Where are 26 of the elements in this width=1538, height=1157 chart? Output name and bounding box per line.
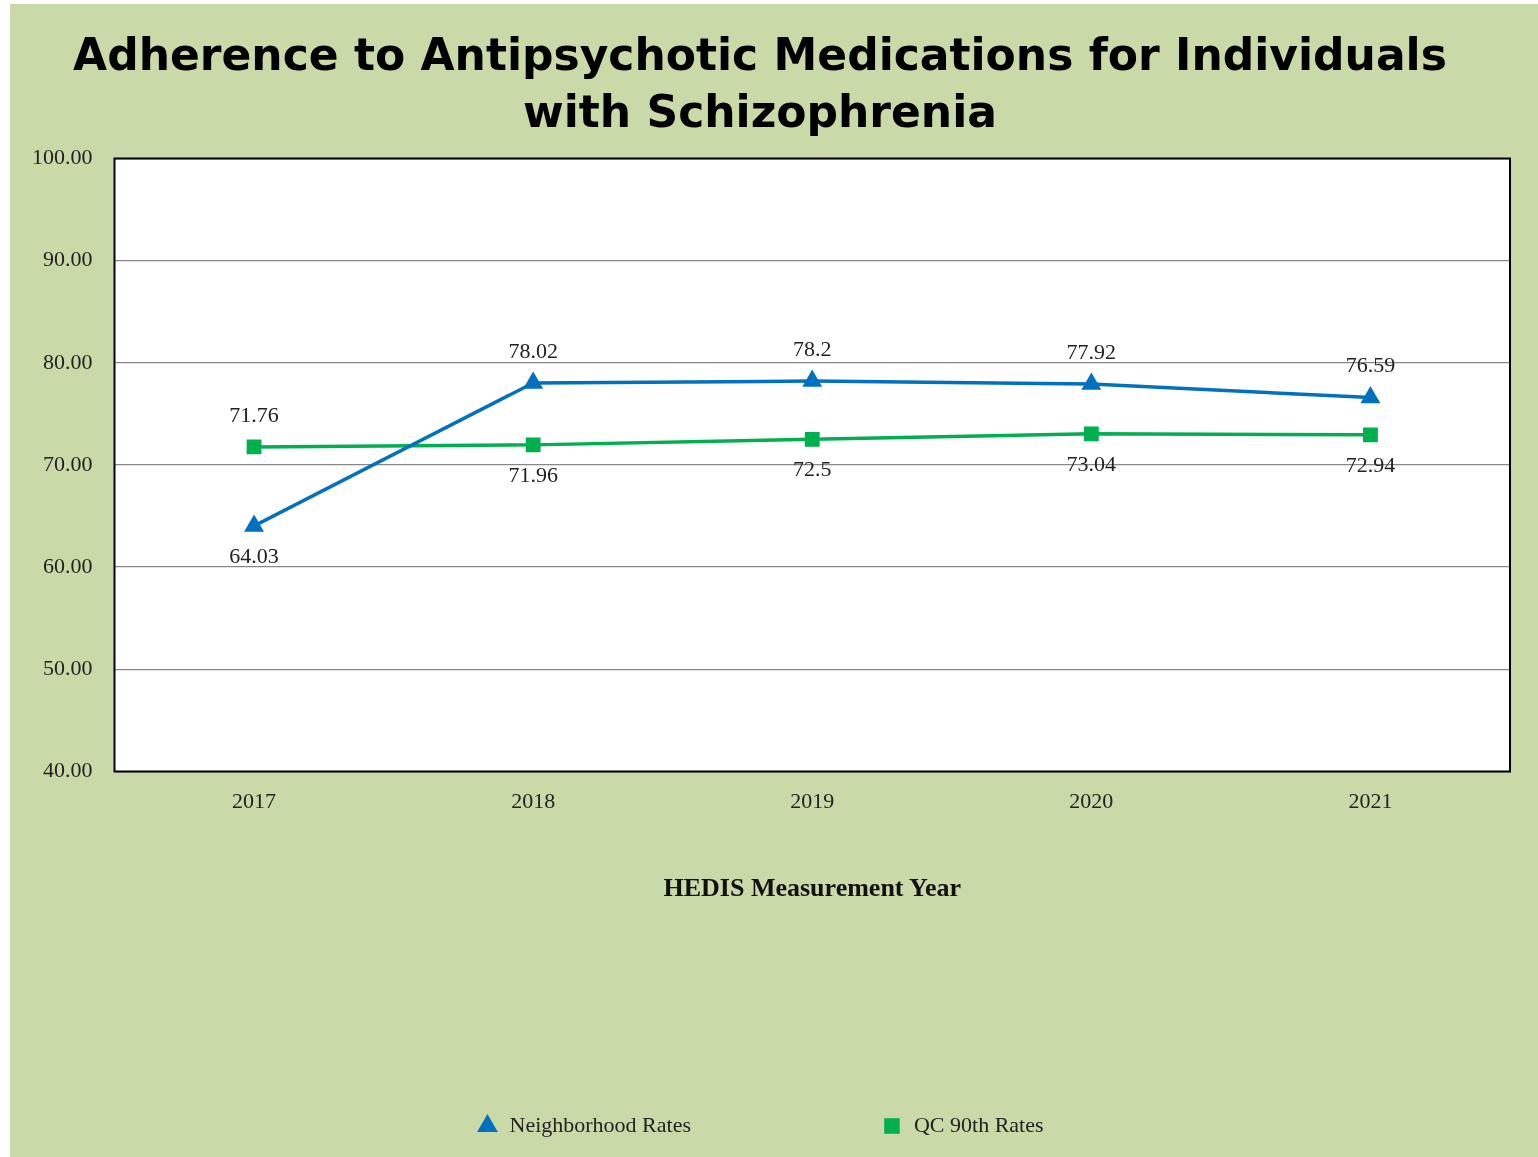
x-axis-title: HEDIS Measurement Year xyxy=(663,873,962,903)
data-label: 73.04 xyxy=(1066,450,1117,476)
data-label: 71.76 xyxy=(229,401,279,427)
data-label: 78.02 xyxy=(508,337,558,363)
y-tick-label: 50.00 xyxy=(43,655,93,681)
x-tick-label: 2017 xyxy=(232,788,277,814)
y-tick-label: 40.00 xyxy=(43,757,93,783)
data-label: 72.94 xyxy=(1345,451,1396,477)
legend-label: QC 90th Rates xyxy=(913,1111,1044,1137)
legend-label: Neighborhood Rates xyxy=(509,1111,691,1137)
data-label: 78.2 xyxy=(793,335,832,361)
chart-title: Adherence to Antipsychotic Medications for Individuals with Schizophrenia xyxy=(73,29,1447,138)
y-tick-label: 60.00 xyxy=(43,552,93,578)
y-tick-label: 90.00 xyxy=(43,246,93,272)
y-tick-label: 70.00 xyxy=(43,450,93,476)
data-label: 71.96 xyxy=(508,461,558,487)
x-tick-label: 2019 xyxy=(790,788,835,814)
data-label: 77.92 xyxy=(1066,338,1117,364)
x-tick-label: 2020 xyxy=(1069,788,1114,814)
data-label: 72.5 xyxy=(793,456,832,482)
data-label: 76.59 xyxy=(1345,352,1396,378)
x-tick-label: 2021 xyxy=(1348,788,1393,814)
x-tick-label: 2018 xyxy=(511,788,556,814)
y-tick-label: 100.00 xyxy=(32,144,93,170)
y-tick-label: 80.00 xyxy=(43,348,93,374)
data-label: 64.03 xyxy=(229,542,279,568)
